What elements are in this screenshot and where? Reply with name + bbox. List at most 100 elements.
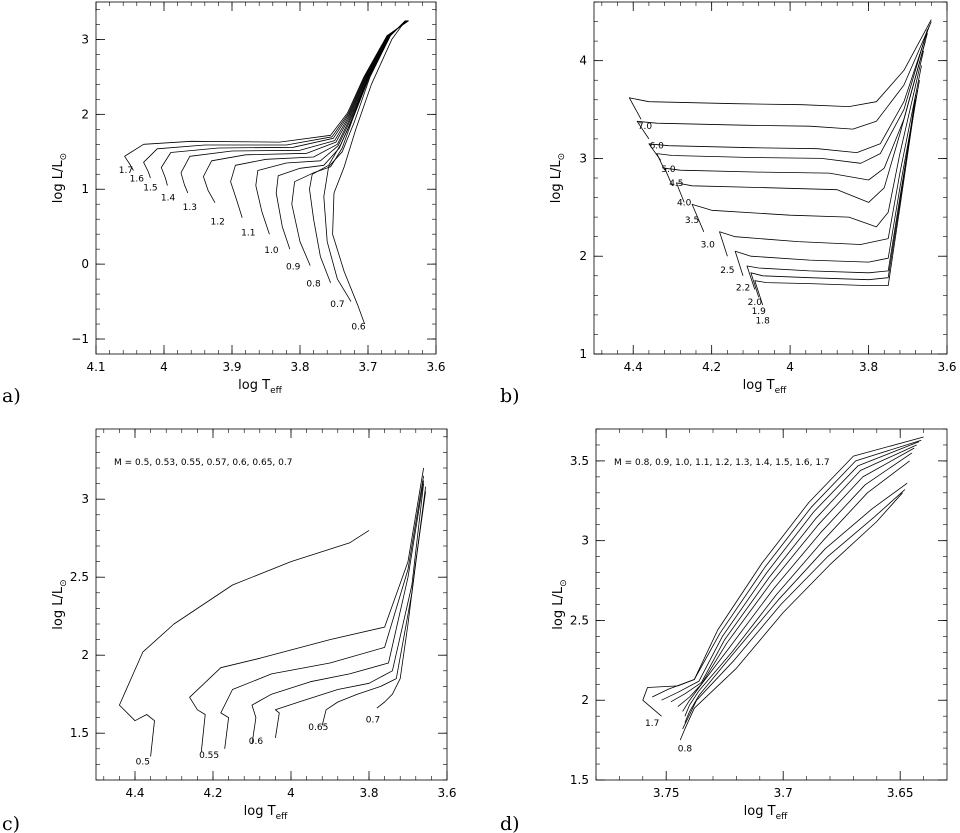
x-axis-label-main: log T: [744, 804, 776, 819]
track-7.0: [628, 19, 932, 120]
track-5.0: [648, 25, 930, 161]
track-1.9: [750, 94, 916, 298]
x-tick-label: 4: [287, 786, 295, 800]
mass-label: 1.2: [211, 217, 225, 227]
y-tick-label: 1: [579, 347, 587, 361]
mass-label: 0.7: [366, 715, 380, 725]
mass-label: 0.55: [199, 751, 219, 761]
plot-frame: [95, 1, 437, 355]
x-tick-label: 3.8: [859, 360, 878, 374]
track-1.2: [682, 452, 913, 712]
mass-label: 2.2: [736, 283, 750, 293]
mass-label: 4.0: [677, 198, 692, 208]
mass-label: 2.0: [748, 298, 763, 308]
y-axis-label: log L/L⊙: [551, 579, 569, 629]
panel-b: 4.4 4.2 4 3.8 3.6 1 2 3 4 log Teff log L/L⊙ b) 7.0 6.…: [500, 1, 957, 407]
mass-label: 0.6: [249, 737, 264, 747]
mass-label: 1.6: [130, 175, 145, 185]
track-1.6: [143, 20, 409, 179]
mass-label: 1.1: [241, 229, 255, 239]
track-0.65: [321, 486, 426, 726]
y-tick-label: 3: [81, 32, 89, 46]
track-1.3: [203, 20, 408, 203]
x-tick-label: 4.2: [203, 786, 222, 800]
x-axis-label-main: log T: [244, 804, 276, 819]
track-6.0: [636, 21, 932, 140]
panel-c: 4.4 4.2 4 3.8 3.6 1.5 2 2.5 3 log Teff log L/L⊙ c) M…: [2, 428, 457, 833]
y-axis-label: log L/L⊙: [51, 579, 69, 629]
x-tick-label: 3.65: [887, 786, 914, 800]
track-1.0: [275, 20, 407, 250]
track-1.3: [677, 447, 915, 707]
mass-label: 3.5: [685, 216, 699, 226]
mass-label: 1.7: [119, 166, 133, 176]
track-0.8: [309, 20, 406, 284]
y-tick-label: 3.5: [570, 454, 589, 468]
y-tick-label: −1: [71, 332, 89, 346]
track-1.8: [754, 99, 916, 306]
y-axis-label: log L/L⊙: [549, 153, 567, 203]
track-1.1: [255, 20, 408, 235]
x-axis-label-main: log T: [238, 378, 270, 393]
y-tick-label: 2.5: [70, 570, 89, 584]
x-tick-label: 3.6: [426, 360, 445, 374]
y-tick-label: 1: [81, 182, 89, 196]
x-tick-label: 4.2: [702, 360, 721, 374]
track-1.5: [160, 20, 409, 186]
x-axis-label-sub: eff: [776, 812, 789, 822]
mass-label: 0.5: [136, 757, 150, 767]
track-2.5: [719, 65, 922, 257]
x-tick-label: 3.6: [937, 360, 956, 374]
track-3.5: [676, 40, 926, 203]
y-tick-label: 0: [81, 257, 89, 271]
mass-label: 0.9: [286, 262, 301, 272]
panel-a: 4.1 4 3.9 3.8 3.7 3.6 −1 0 1 2 3 log Teff log L/L⊙ a)…: [2, 1, 446, 407]
mass-label: 0.8: [306, 280, 321, 290]
track-0.55: [220, 475, 424, 749]
y-axis-label-main: log L/L: [51, 160, 66, 204]
y-tick-label: 2: [579, 249, 587, 263]
track-0.9: [682, 489, 906, 730]
track-0.7: [323, 20, 406, 302]
y-tick-label: 2: [81, 107, 89, 121]
panel-label: b): [500, 385, 520, 407]
track-0.6: [275, 483, 424, 738]
x-axis-label-sub: eff: [270, 386, 283, 396]
x-axis-label: log Teff: [238, 378, 282, 396]
x-tick-label: 4.4: [125, 786, 144, 800]
mass-label: 1.4: [161, 193, 176, 203]
track-1.4: [670, 444, 917, 703]
mass-list-note: M = 0.5, 0.53, 0.55, 0.57, 0.6, 0.65, 0.…: [114, 458, 292, 468]
track-1.7: [124, 20, 410, 171]
mass-label: 3.0: [701, 240, 716, 250]
panel-label: d): [500, 813, 520, 833]
x-tick-label: 3.8: [359, 786, 378, 800]
y-axis-label-sub: ⊙: [59, 153, 69, 161]
y-axis-label-sub: ⊙: [557, 153, 567, 161]
y-tick-label: 1.5: [570, 773, 589, 787]
y-axis-label-main: log L/L: [551, 586, 566, 630]
mass-list-note: M = 0.8, 0.9, 1.0, 1.1, 1.2, 1.3, 1.4, 1…: [614, 458, 830, 468]
mass-label: 4.5: [669, 179, 683, 189]
panel-label: c): [2, 813, 20, 833]
mass-label: 1.7: [645, 719, 659, 729]
mass-label: 0.8: [678, 744, 693, 754]
y-axis-label: log L/L⊙: [51, 153, 69, 203]
mass-label: 0.7: [330, 300, 344, 310]
x-tick-label: 4.1: [86, 360, 105, 374]
y-axis-label-main: log L/L: [51, 586, 66, 630]
y-tick-label: 1.5: [70, 726, 89, 740]
x-axis-label: log Teff: [244, 804, 288, 822]
x-tick-label: 4: [786, 360, 794, 374]
x-tick-label: 3.8: [290, 360, 309, 374]
track-1.7: [642, 436, 924, 717]
mass-label: 1.8: [755, 317, 770, 327]
x-tick-label: 4: [160, 360, 168, 374]
track-3.0: [691, 50, 924, 232]
mass-label: 0.6: [351, 322, 366, 332]
x-tick-label: 3.7: [774, 786, 793, 800]
plot-frame: [593, 1, 948, 355]
track-1.6: [652, 439, 922, 698]
mass-label: 7.0: [638, 122, 653, 132]
track-0.9: [291, 20, 407, 266]
